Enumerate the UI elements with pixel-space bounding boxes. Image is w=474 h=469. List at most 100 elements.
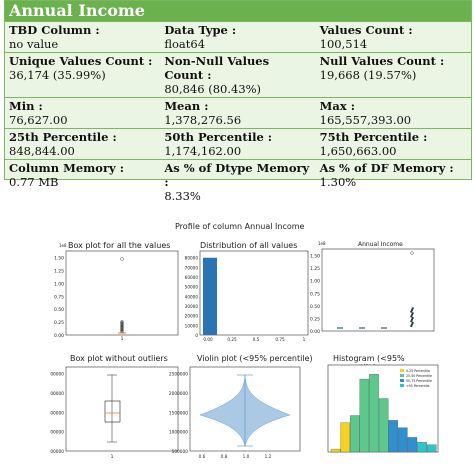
box-all-ytick: 0.00 [54, 333, 64, 339]
profile-plots: Box plot for all the values Distribution… [50, 220, 440, 469]
scatter-ytick: 1.50 [310, 254, 320, 260]
stat-cell: Unique Values Count :36,174 (35.99%) [5, 53, 160, 97]
stat-value: 165,557,393.00 [319, 113, 412, 127]
stat-key: As % of Dtype Memory : [164, 161, 310, 189]
hist-bar [369, 374, 379, 453]
hist-bar [426, 444, 437, 453]
stat-cell: Non-Null Values Count :80,846 (80.43%) [160, 53, 315, 97]
box-noout-ytick: 2500000 [50, 372, 64, 378]
stats-row: 25th Percentile :848,844.00 50th Percenti… [5, 128, 471, 159]
scatter-ytick: 1.25 [310, 266, 320, 272]
box-all-ytick: 0.50 [54, 307, 64, 313]
box-noout-ytick: 500000 [50, 449, 64, 455]
dist-ytick: 80000 [185, 256, 199, 261]
stat-cell: As % of Dtype Memory :8.33% [160, 160, 315, 204]
stat-key: Values Count : [319, 23, 413, 37]
stat-value: float64 [164, 37, 206, 51]
violin-ytick: 2000000 [169, 391, 188, 397]
violin-xtick: 0.8 [221, 454, 228, 459]
dist-xtick: 0.00 [203, 337, 213, 342]
dist-bar [203, 257, 217, 335]
scatter-title: Annual Income [358, 241, 403, 248]
box-noout-xtick: 1 [111, 454, 114, 460]
dist-title: Distribution of all values [200, 241, 298, 250]
scatter-ytick: 0.00 [310, 329, 320, 335]
scatter-scale: 1e8 [318, 241, 326, 246]
hist-bar [378, 398, 389, 453]
hist-legend-swatch [400, 369, 404, 372]
dist-ytick: 70000 [185, 265, 199, 270]
stat-cell: 50th Percentile :1,174,162.00 [160, 129, 315, 159]
dist-xtick: 0.5 [253, 337, 260, 342]
dist-ytick: 20000 [185, 314, 199, 319]
stat-value: 19,668 (19.57%) [319, 68, 417, 82]
stat-cell: Values Count :100,514 [316, 22, 471, 52]
hist-bar [340, 422, 350, 453]
stat-value: 1,650,663.00 [319, 144, 397, 158]
stat-cell: Data Type : float64 [160, 22, 315, 52]
hist-bar [388, 420, 398, 453]
stat-key: Data Type : [164, 23, 237, 37]
box-all-ytick: 1.00 [54, 281, 64, 287]
scatter-point [411, 316, 414, 320]
dist-ytick: 60000 [185, 275, 199, 280]
box-noout-box [104, 400, 121, 423]
violin-xtick: 0.6 [199, 454, 206, 459]
box-all-outlier [120, 325, 124, 329]
stat-cell: Min :76,627.00 [5, 98, 160, 128]
stat-value: 80,846 (80.43%) [164, 82, 262, 96]
box-all-outlier [120, 326, 124, 330]
stats-row: Unique Values Count :36,174 (35.99%) Non-… [5, 52, 471, 97]
stat-value: 36,174 (35.99%) [9, 68, 106, 82]
stat-value: 0.77 MB [9, 175, 59, 189]
stat-cell: 25th Percentile :848,844.00 [5, 129, 160, 159]
figure-title: Profile of column Annual Income [175, 222, 305, 231]
box-all-outlier [120, 328, 124, 332]
hist-legend-swatch [400, 379, 404, 382]
hist-legend-label: 50-75 Percentile [406, 379, 432, 383]
dist-axes [199, 250, 309, 336]
scatter-point [411, 321, 414, 324]
stat-key: As % of DF Memory : [319, 161, 454, 175]
violin-ytick: 1000000 [169, 430, 188, 436]
box-all-outlier [120, 320, 124, 324]
scatter-ytick: 0.75 [310, 291, 320, 297]
hist-bar [398, 427, 408, 453]
stat-cell: Max :165,557,393.00 [316, 98, 471, 128]
box-noout-ytick: 1000000 [50, 430, 64, 436]
scatter-ytick: 1.00 [310, 279, 320, 285]
stat-value: 1,378,276.56 [164, 113, 242, 127]
stat-cell: Mean :1,378,276.56 [160, 98, 315, 128]
box-noout-title: Box plot without outliers [70, 354, 168, 363]
dist-ytick: 30000 [185, 304, 199, 309]
stat-cell: Column Memory :0.77 MB [5, 160, 160, 204]
hist-legend-label: 0-25 Percentile [406, 369, 430, 373]
box-all-outlier [120, 322, 124, 326]
stat-value: 8.33% [164, 189, 201, 203]
stat-key: 50th Percentile : [164, 130, 273, 144]
stat-value: no value [9, 37, 59, 51]
stat-key: 25th Percentile : [9, 130, 117, 144]
violin-ytick: 500000 [172, 449, 189, 455]
scatter-point [411, 307, 414, 310]
stat-key: Mean : [164, 99, 209, 113]
dist-ytick: 50000 [185, 285, 199, 290]
violin-xtick: 1.0 [243, 454, 250, 459]
scatter-point [411, 312, 414, 315]
box-all-outlier [120, 327, 124, 331]
box-all-ytick: 1.50 [54, 256, 64, 262]
stat-key: Unique Values Count : [9, 54, 153, 68]
stat-cell: As % of DF Memory :1.30% [316, 160, 471, 204]
stat-cell: Null Values Count :19,668 (19.57%) [316, 53, 471, 97]
dist-ytick: 40000 [185, 294, 199, 299]
hist-legend-swatch [400, 384, 404, 387]
stat-value: 1.30% [319, 175, 357, 189]
stats-row: TBD Column : no value Data Type : float64 Va… [5, 21, 471, 52]
box-all-ytick: 0.25 [54, 320, 64, 326]
stat-key: Non-Null Values Count : [164, 54, 270, 82]
stat-value: 848,844.00 [9, 144, 75, 158]
hist-bar [359, 378, 370, 453]
box-all-scale: 1e8 [59, 243, 67, 248]
stat-cell: 75th Percentile :1,650,663.00 [316, 129, 471, 159]
stat-key: Column Memory : [9, 161, 124, 175]
